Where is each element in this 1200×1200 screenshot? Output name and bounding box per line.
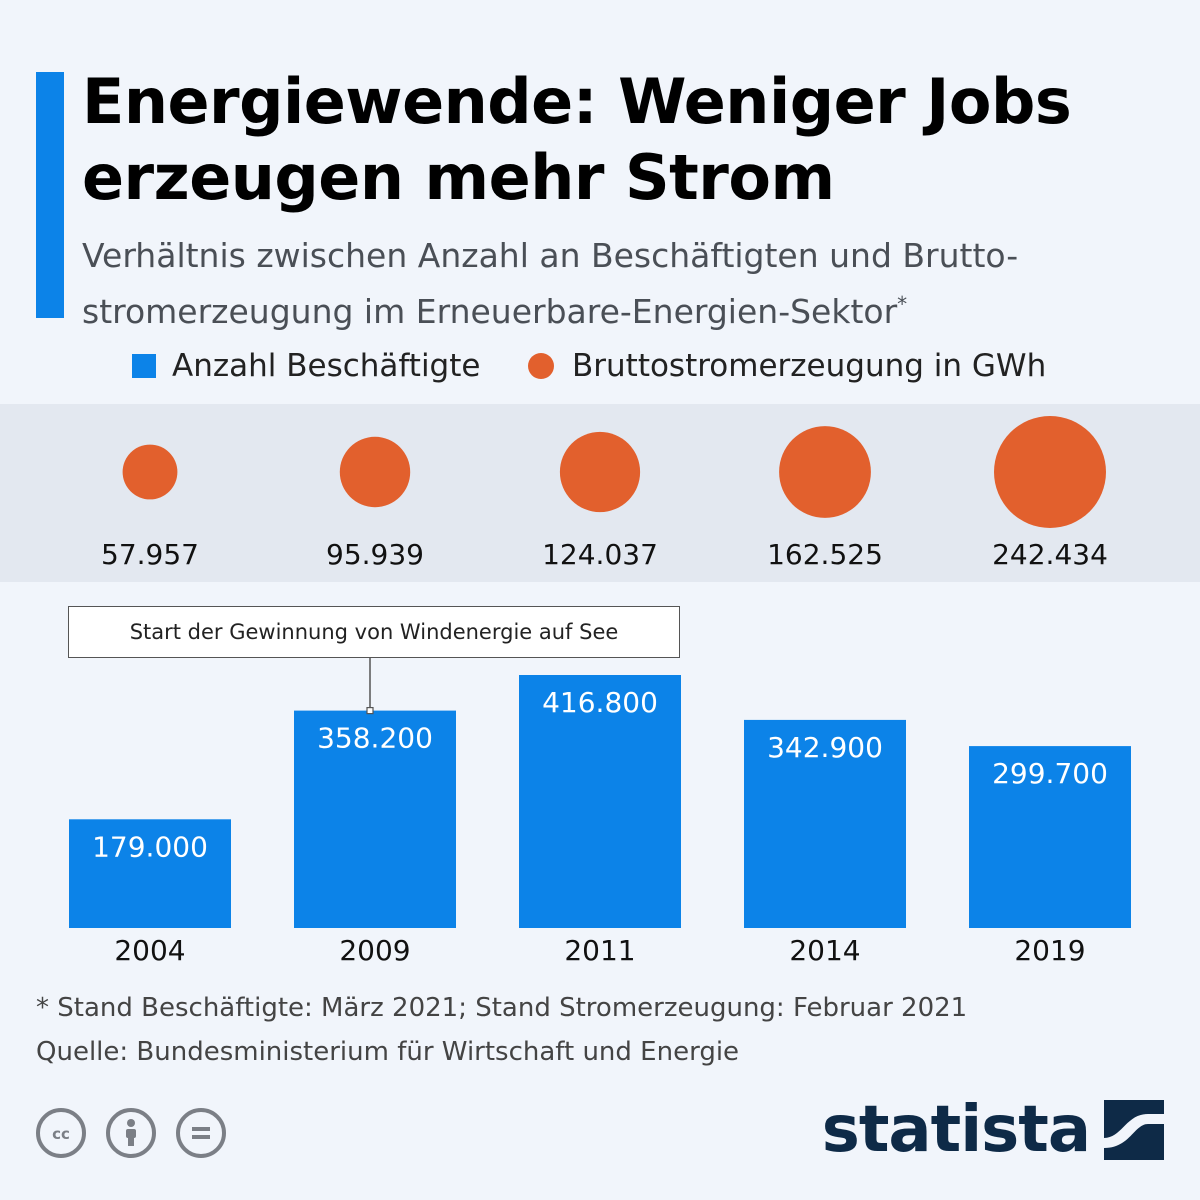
category-label-2019: 2019 — [1014, 934, 1085, 967]
annotation-anchor — [366, 707, 374, 715]
footnote-block: * Stand Beschäftigte: März 2021; Stand S… — [36, 986, 967, 1074]
chart: 57.957 179.000 2004 95.939 358.200 2009 124.03… — [69, 416, 1131, 967]
bubble-label-2019: 242.434 — [992, 538, 1108, 571]
bar-label-2014: 342.900 — [767, 731, 883, 764]
bar-label-2009: 358.200 — [317, 722, 433, 755]
subtitle-footnote-mark: * — [897, 292, 908, 316]
bubble-label-2009: 95.939 — [326, 538, 424, 571]
page-title: Energiewende: Weniger Jobs erzeugen mehr… — [82, 65, 1072, 214]
category-label-2014: 2014 — [789, 934, 860, 967]
legend-label-generation: Bruttostromerzeugung in GWh — [572, 348, 1047, 384]
bubble-label-2014: 162.525 — [767, 538, 883, 571]
bubble-2009 — [339, 436, 411, 508]
bar-2004 — [69, 819, 231, 928]
bubble-2014 — [779, 426, 871, 518]
category-label-2004: 2004 — [114, 934, 185, 967]
bar-2014 — [744, 719, 906, 928]
bar-2011 — [519, 675, 681, 928]
legend: Anzahl Beschäftigte Bruttostromerzeugung… — [0, 348, 1200, 392]
legend-swatch-generation — [528, 353, 554, 379]
category-label-2009: 2009 — [339, 934, 410, 967]
legend-item-employees: Anzahl Beschäftigte — [132, 348, 480, 384]
statista-logo[interactable]: statista — [822, 1094, 1164, 1166]
bar-2009 — [294, 710, 456, 928]
legend-item-generation: Bruttostromerzeugung in GWh — [528, 348, 1046, 384]
footnote: * Stand Beschäftigte: März 2021; Stand S… — [36, 993, 968, 1023]
category-label-2011: 2011 — [564, 934, 635, 967]
bar-2019 — [969, 746, 1131, 928]
bubble-2004 — [122, 444, 178, 500]
license-icons: cc — [36, 1108, 246, 1158]
bar-label-2004: 179.000 — [92, 830, 208, 863]
legend-label-employees: Anzahl Beschäftigte — [172, 348, 481, 384]
by-icon[interactable] — [106, 1108, 156, 1158]
cc-icon[interactable]: cc — [36, 1108, 86, 1158]
page-subtitle: Verhältnis zwischen Anzahl an Beschäftig… — [82, 232, 1182, 336]
legend-swatch-employees — [132, 354, 156, 378]
bubble-2019 — [994, 416, 1106, 528]
source: Quelle: Bundesministerium für Wirtschaft… — [36, 1037, 740, 1067]
nd-icon[interactable] — [176, 1108, 226, 1158]
bubble-label-2004: 57.957 — [101, 538, 199, 571]
annotation-callout: Start der Gewinnung von Windenergie auf … — [68, 606, 680, 658]
bar-label-2011: 416.800 — [542, 686, 658, 719]
bar-label-2019: 299.700 — [992, 757, 1108, 790]
bubble-2011 — [559, 431, 641, 513]
svg-text:cc: cc — [52, 1125, 70, 1143]
bubble-label-2011: 124.037 — [542, 538, 658, 571]
statista-wordmark: statista — [821, 1093, 1091, 1167]
accent-bar — [36, 72, 64, 318]
subtitle-text: Verhältnis zwischen Anzahl an Beschäftig… — [82, 236, 1019, 331]
statista-mark-icon — [1104, 1100, 1164, 1160]
